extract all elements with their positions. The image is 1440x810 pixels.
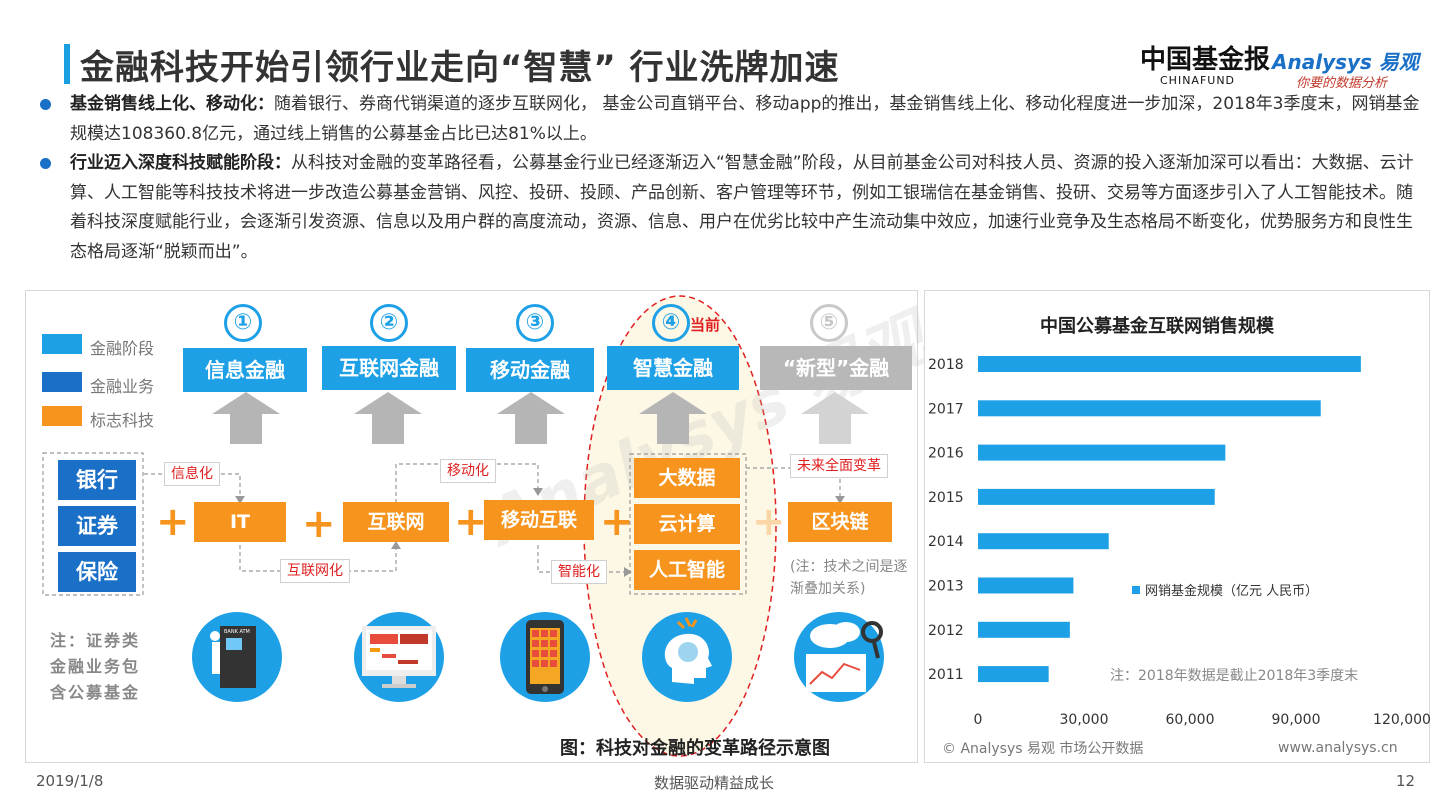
business-box: 证券	[58, 506, 136, 546]
x-tick-label: 60,000	[1166, 712, 1215, 728]
footer-date: 2019/1/8	[36, 772, 104, 790]
plus-icon: +	[600, 499, 634, 545]
legend-swatch	[1132, 586, 1140, 594]
bullet-lead: 基金销售线上化、移动化：	[70, 94, 274, 114]
y-tick-label: 2016	[928, 446, 964, 462]
bar	[978, 577, 1074, 594]
bullet-dot-icon	[40, 158, 51, 169]
y-tick-label: 2014	[928, 534, 964, 550]
bullet-text: 从科技对金融的变革路径看，公募基金行业已经逐渐迈入“智慧金融”阶段，从目前基金公…	[70, 153, 1414, 262]
x-tick-label: 90,000	[1272, 712, 1321, 728]
y-tick-label: 2015	[928, 490, 964, 506]
svg-text:BANK ATM: BANK ATM	[224, 629, 250, 635]
transition-tag: 移动化	[440, 459, 496, 483]
bullet-lead: 行业迈入深度科技赋能阶段：	[70, 153, 291, 173]
bar	[978, 621, 1070, 638]
up-arrow-icon	[801, 392, 869, 444]
left-note: 注：证券类金融业务包含公募基金	[50, 631, 141, 702]
y-tick-label: 2012	[928, 623, 964, 639]
tech-box: IT	[194, 502, 286, 542]
transition-tag: 智能化	[551, 560, 607, 584]
chart-source: © Analysys 易观 市场公开数据	[942, 741, 1144, 757]
bar	[978, 666, 1049, 683]
bar	[978, 444, 1226, 461]
computer-chart-icon	[354, 612, 444, 702]
atm-icon: BANK ATM	[192, 612, 282, 702]
y-tick-label: 2011	[928, 667, 964, 683]
legend-label: 标志科技	[90, 411, 155, 430]
stage-number: ③	[516, 304, 554, 342]
bar	[978, 356, 1361, 372]
plus-icon: +	[302, 501, 336, 547]
transition-tag: 互联网化	[280, 559, 350, 583]
bar	[978, 533, 1109, 550]
bullet-list: 基金销售线上化、移动化：随着银行、券商代销渠道的逐步互联网化， 基金公司直销平台…	[40, 90, 1425, 267]
bullet-item: 基金销售线上化、移动化：随着银行、券商代销渠道的逐步互联网化， 基金公司直销平台…	[40, 90, 1425, 149]
x-tick-label: 0	[974, 712, 983, 728]
tech-box: 区块链	[788, 502, 892, 542]
tech-box: 大数据	[634, 458, 740, 498]
legend-swatch	[42, 406, 82, 426]
legend-label: 网销基金规模（亿元 人民币）	[1145, 583, 1318, 599]
cloud-analytics-icon	[794, 612, 884, 702]
legend-swatch	[42, 334, 82, 354]
plus-icon: +	[156, 499, 190, 545]
up-arrow-icon	[212, 392, 280, 444]
chinafund-logo: 中国基金报	[1140, 45, 1271, 75]
tech-box: 人工智能	[634, 550, 740, 590]
y-tick-label: 2013	[928, 579, 964, 595]
title-accent-bar	[64, 44, 70, 84]
x-tick-label: 120,000	[1373, 712, 1430, 728]
bullet-text: 随着银行、券商代销渠道的逐步互联网化， 基金公司直销平台、移动app的推出，基金…	[70, 94, 1420, 144]
stage-number: ①	[224, 304, 262, 342]
chart-title: 中国公募基金互联网销售规模	[1040, 316, 1274, 337]
bullet-dot-icon	[40, 99, 51, 110]
diagram-caption: 图：科技对金融的变革路径示意图	[560, 738, 830, 759]
current-tag: 当前	[690, 316, 721, 334]
chart-note: 注：2018年数据是截止2018年3季度末	[1110, 668, 1358, 684]
page-title: 金融科技开始引领行业走向“智慧” 行业洗牌加速	[80, 48, 840, 88]
business-box: 保险	[58, 552, 136, 592]
business-box: 银行	[58, 460, 136, 500]
x-tick-label: 30,000	[1060, 712, 1109, 728]
plus-icon: +	[752, 499, 786, 545]
tech-box: 互联网	[343, 502, 449, 542]
analysys-logo: Analysys 易观	[1272, 50, 1419, 74]
tech-box: 移动互联	[484, 500, 594, 540]
stage-number: ②	[370, 304, 408, 342]
legend-label: 金融阶段	[90, 339, 155, 358]
stage-box: 移动金融	[466, 348, 594, 392]
up-arrow-icon	[354, 392, 422, 444]
chinafund-logo-sub: CHINAFUND	[1160, 74, 1236, 87]
up-arrow-icon	[497, 392, 565, 444]
bullet-item: 行业迈入深度科技赋能阶段：从科技对金融的变革路径看，公募基金行业已经逐渐迈入“智…	[40, 149, 1425, 267]
bar	[978, 488, 1215, 505]
chart-site: www.analysys.cn	[1278, 740, 1398, 756]
bar-chart: 2018 2017 2016 2015 2014 2013 2012 2011 0 30,000 6…	[928, 356, 1430, 728]
y-tick-label: 2018	[928, 357, 964, 373]
tech-box: 云计算	[634, 504, 740, 544]
analysys-logo-sub: 你要的数据分析	[1296, 76, 1388, 91]
up-arrow-icon	[639, 392, 707, 444]
stage-number: ⑤	[810, 304, 848, 342]
transition-tag: 未来全面变革	[790, 454, 888, 478]
tech-note: (注：技术之间是逐渐叠加关系)	[790, 559, 908, 597]
y-tick-label: 2017	[928, 401, 964, 417]
stage-box: “新型”金融	[760, 346, 912, 390]
bar	[978, 400, 1321, 417]
plus-icon: +	[454, 499, 488, 545]
stage-box: 信息金融	[183, 348, 307, 392]
page-number: 12	[1396, 772, 1416, 790]
footer-slogan: 数据驱动精益成长	[654, 774, 775, 792]
ai-brain-icon	[642, 612, 732, 702]
legend-swatch	[42, 372, 82, 392]
stage-number: ④	[652, 304, 690, 342]
smartphone-icon	[500, 612, 590, 702]
stage-box: 互联网金融	[322, 346, 456, 390]
transition-tag: 信息化	[164, 462, 220, 486]
legend-label: 金融业务	[90, 377, 155, 396]
stage-box: 智慧金融	[607, 346, 739, 390]
